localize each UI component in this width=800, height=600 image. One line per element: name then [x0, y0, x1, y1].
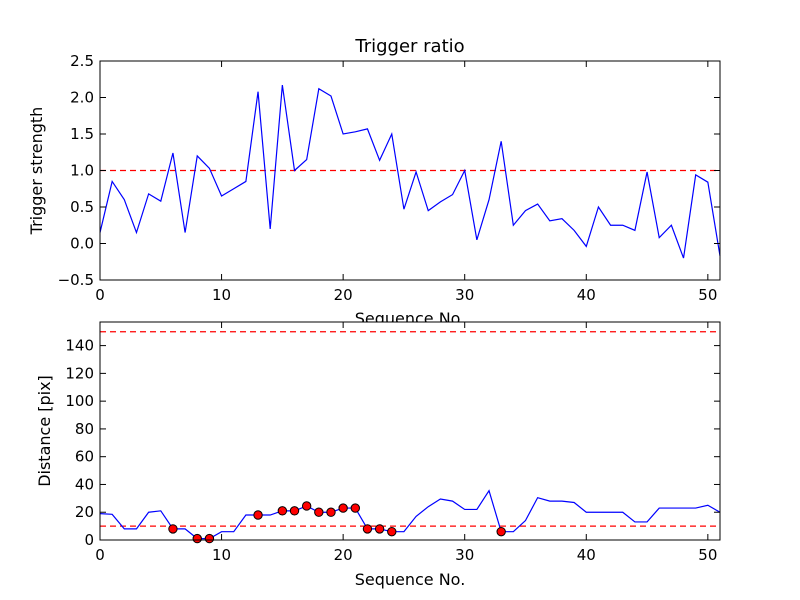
x-tick-label: 0	[95, 286, 105, 304]
y-axis-label: Trigger strength	[27, 107, 46, 236]
y-tick-label: 0.0	[70, 235, 94, 253]
y-tick-label: 2.5	[70, 52, 94, 70]
x-tick-label: 0	[95, 546, 105, 564]
y-tick-label: 60	[75, 448, 94, 466]
y-tick-label: 0.5	[70, 198, 94, 216]
y-tick-label: 1.5	[70, 125, 94, 143]
data-point	[289, 506, 300, 516]
series-line	[99, 85, 721, 259]
y-tick-label: 0	[84, 531, 94, 549]
x-tick-label: 20	[334, 286, 353, 304]
trigger-ratio-chart: 0 10 20 30 40 50−0.50.00.51.01.52.02.5Sequenc…	[27, 36, 721, 328]
x-tick-label: 50	[698, 546, 717, 564]
y-tick-label: 100	[65, 392, 94, 410]
y-axis-label: Distance [pix]	[35, 375, 54, 487]
x-tick-label: 20	[334, 546, 353, 564]
data-point	[362, 524, 373, 534]
y-tick-label: 80	[75, 420, 94, 438]
data-point	[350, 503, 360, 513]
y-tick-label: 40	[75, 475, 94, 493]
x-tick-label: 40	[577, 546, 596, 564]
data-point	[277, 506, 288, 516]
y-tick-label: 20	[75, 503, 94, 521]
y-tick-label: 1.0	[70, 162, 94, 180]
data-point	[338, 503, 348, 513]
x-tick-label: 50	[698, 286, 717, 304]
data-point	[387, 526, 397, 537]
x-tick-label: 40	[577, 286, 596, 304]
data-point	[314, 507, 324, 517]
y-tick-label: 2.0	[70, 89, 94, 107]
x-tick-label: 30	[455, 546, 474, 564]
data-point	[192, 533, 202, 544]
data-point	[374, 524, 385, 534]
y-tick-label: 140	[65, 337, 94, 355]
data-point	[301, 501, 312, 511]
data-point	[168, 524, 178, 534]
plot-area	[100, 322, 720, 540]
y-tick-label: 120	[65, 364, 94, 382]
series-line	[99, 489, 721, 540]
y-tick-label: −0.5	[58, 271, 94, 289]
data-point	[204, 533, 215, 544]
data-point	[496, 526, 506, 537]
x-tick-label: 10	[212, 286, 231, 304]
data-point	[326, 507, 336, 517]
x-tick-label: 10	[212, 546, 231, 564]
x-axis-label: Sequence No.	[355, 570, 466, 589]
chart-title: Trigger ratio	[354, 36, 464, 57]
distance-chart: 0 10 20 30 40 50 0 20 40 60 80 100 120 140 Sequence No…	[35, 321, 721, 589]
plot-frame	[99, 321, 721, 541]
data-point	[253, 510, 263, 520]
x-tick-label: 30	[455, 286, 474, 304]
